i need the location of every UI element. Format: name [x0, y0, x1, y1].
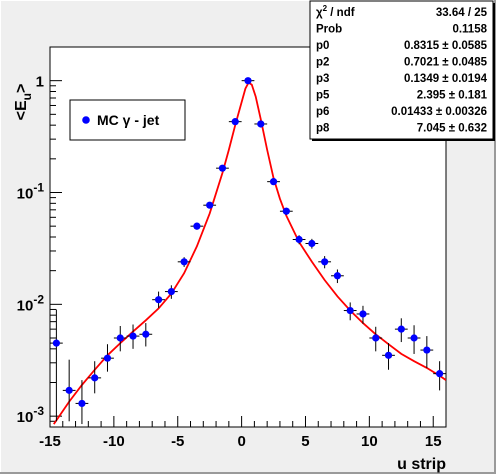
data-point [333, 272, 342, 280]
data-point [193, 222, 201, 230]
data-point [423, 346, 431, 354]
x-tick-label: 5 [301, 433, 309, 450]
data-point [167, 287, 175, 296]
y-tick-label: 1 [36, 74, 44, 91]
data-point [321, 258, 329, 266]
data-point [78, 399, 86, 408]
x-tick-label: 0 [237, 433, 245, 450]
stats-label: p0 [316, 40, 329, 52]
stats-label: p3 [316, 73, 329, 85]
legend-marker [82, 116, 90, 124]
data-point [410, 334, 418, 342]
data-point [129, 332, 137, 340]
data-point [397, 325, 405, 333]
data-point [384, 351, 393, 359]
fit-curve [53, 81, 446, 425]
x-tick-label: -5 [171, 433, 184, 450]
data-point [269, 178, 278, 186]
x-tick-label: -15 [39, 433, 61, 450]
data-point [359, 310, 367, 318]
y-tick-label: 10-2 [17, 292, 45, 314]
data-point [218, 164, 227, 172]
data-point [154, 296, 163, 304]
stats-value: 33.64 / 25 [436, 7, 488, 19]
stats-label: p2 [316, 57, 329, 69]
stats-label: p5 [316, 90, 330, 102]
y-tick-label: 10-1 [17, 180, 45, 202]
data-point [65, 386, 73, 394]
data-point [231, 118, 239, 126]
data-point [52, 339, 60, 347]
stats-value: 0.7021 ± 0.0485 [404, 57, 488, 69]
stats-label: Prob [316, 24, 342, 36]
data-point [372, 334, 380, 342]
y-axis-title: <Eu> [13, 84, 34, 121]
data-point [180, 258, 188, 266]
data-point [346, 306, 354, 315]
stats-value: 7.045 ± 0.632 [417, 123, 487, 135]
x-axis-title: u strip [397, 456, 446, 473]
stats-value: 0.1349 ± 0.0194 [404, 73, 488, 85]
stats-label: p8 [316, 123, 330, 135]
data-point [295, 235, 303, 244]
stats-label: χ2 / ndf [316, 4, 355, 19]
stats-value: 2.395 ± 0.181 [417, 90, 488, 102]
data-point [308, 239, 316, 248]
data-point [116, 334, 124, 342]
stats-value: 0.1158 [452, 24, 487, 36]
legend-label: MC γ - jet [97, 112, 160, 128]
x-tick-label: -10 [103, 433, 125, 450]
x-tick-label: 10 [361, 433, 378, 450]
data-point [244, 77, 252, 85]
data-point [257, 120, 265, 128]
stats-box: χ2 / ndf 33.64 / 25 Prob 0.1158 p0 0.8315 ± 0… [309, 0, 495, 141]
data-point [282, 207, 290, 215]
legend: MC γ - jet [69, 99, 186, 141]
x-tick-label: 15 [425, 433, 442, 450]
data-point [103, 354, 112, 362]
stats-value: 0.8315 ± 0.0585 [404, 40, 488, 52]
y-tick-label: 10-3 [17, 404, 45, 426]
data-point [91, 374, 99, 382]
data-point [436, 370, 444, 378]
stats-box-frame [309, 0, 494, 140]
data-point [206, 201, 214, 209]
stats-label: p6 [316, 106, 329, 118]
data-point [142, 330, 150, 338]
stats-value: 0.01433 ± 0.00326 [391, 106, 487, 118]
data-points [50, 77, 446, 425]
